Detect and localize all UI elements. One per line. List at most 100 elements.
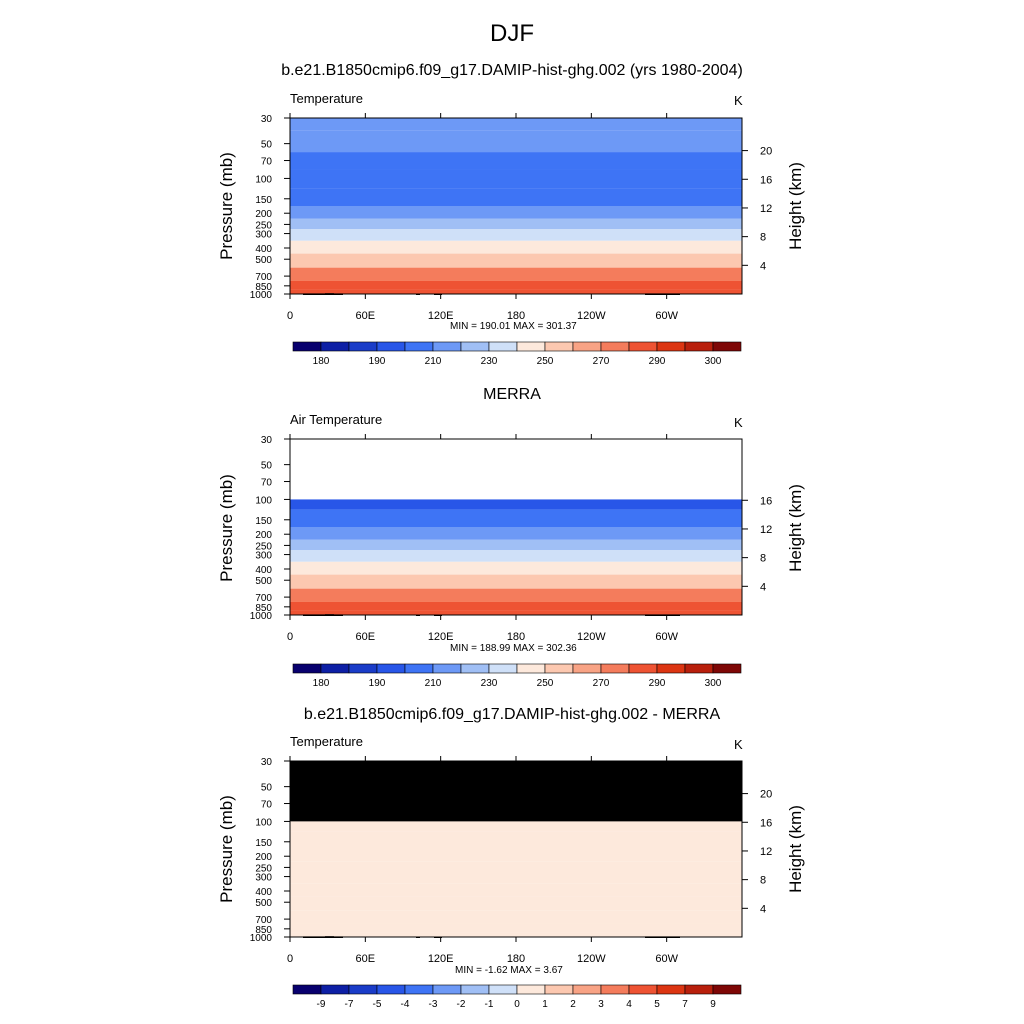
colorbar-label: 210: [425, 678, 442, 689]
colorbar-swatch: [600, 984, 630, 995]
colorbar-swatch: [348, 341, 378, 352]
heatmap-band: [290, 188, 742, 206]
colorbar-swatch: [348, 663, 378, 674]
y-tick-label: 70: [261, 157, 273, 168]
x-tick-label: 60E: [356, 310, 376, 322]
y2-tick-label: 16: [760, 174, 772, 186]
y-tick-label: 400: [255, 244, 272, 255]
y2-tick-label: 12: [760, 846, 772, 858]
colorbar-swatch: [320, 984, 350, 995]
colorbar-label: 1: [542, 999, 548, 1010]
y-tick-label: 50: [261, 140, 273, 151]
figure-title: DJF: [490, 20, 534, 47]
colorbar-swatch: [712, 341, 742, 352]
panel-1-variable-label: Temperature: [290, 91, 363, 106]
colorbar-label: 290: [649, 678, 666, 689]
panel-2-title: MERRA: [483, 386, 541, 403]
panel-2-min-max: MIN = 188.99 MAX = 302.36: [450, 643, 577, 654]
y-tick-label: 150: [255, 838, 272, 849]
heatmap-band: [290, 527, 742, 540]
y-tick-label: 250: [255, 863, 272, 874]
colorbar-label: 190: [369, 356, 386, 367]
y-tick-label: 250: [255, 541, 272, 552]
panel-1-min-max: MIN = 190.01 MAX = 301.37: [450, 321, 577, 332]
y-tick-label: 30: [261, 435, 273, 446]
y2-tick-label: 20: [760, 146, 772, 158]
colorbar-label: 5: [654, 999, 660, 1010]
colorbar-label: -7: [345, 999, 354, 1010]
colorbar-swatch: [572, 341, 602, 352]
heatmap-band: [290, 228, 742, 241]
colorbar-label: 250: [537, 678, 554, 689]
y-tick-label: 200: [255, 209, 272, 220]
heatmap-band: [290, 923, 742, 933]
y2-tick-label: 8: [760, 553, 766, 565]
colorbar-swatch: [684, 341, 714, 352]
heatmap-band: [290, 152, 742, 170]
colorbar-label: 180: [313, 356, 330, 367]
y2-tick-label: 4: [760, 260, 766, 272]
y-tick-label: 1000: [250, 290, 273, 301]
panel-3-unit-label: K: [734, 737, 743, 752]
y-tick-label: 850: [255, 925, 272, 936]
colorbar-swatch: [684, 984, 714, 995]
y-tick-label: 100: [255, 174, 272, 185]
panel-3-title: b.e21.B1850cmip6.f09_g17.DAMIP-hist-ghg.…: [303, 706, 721, 723]
colorbar-swatch: [320, 341, 350, 352]
colorbar-swatch: [572, 984, 602, 995]
colorbar-label: 190: [369, 678, 386, 689]
y-tick-label: 500: [255, 898, 272, 909]
y-tick-label: 50: [261, 461, 273, 472]
heatmap-band: [290, 509, 742, 527]
colorbar-label: 300: [705, 356, 722, 367]
colorbar-swatch: [544, 663, 574, 674]
colorbar-swatch: [460, 984, 490, 995]
colorbar-swatch: [432, 984, 462, 995]
heatmap-band: [290, 169, 742, 189]
colorbar-label: 210: [425, 356, 442, 367]
heatmap-band: [290, 574, 742, 589]
heatmap-band: [290, 610, 742, 615]
x-tick-label: 60E: [356, 953, 376, 965]
panel-2-unit-label: K: [734, 415, 743, 430]
colorbar-swatch: [292, 663, 322, 674]
y-tick-label: 300: [255, 230, 272, 241]
panel-3-missing-region: [290, 761, 742, 822]
panel-1-title: b.e21.B1850cmip6.f09_g17.DAMIP-hist-ghg.…: [281, 62, 743, 79]
y-tick-label: 400: [255, 887, 272, 898]
heatmap-band: [290, 871, 742, 884]
y-tick-label: 70: [261, 800, 273, 811]
heatmap-band: [290, 280, 742, 290]
colorbar-swatch: [712, 663, 742, 674]
heatmap-band: [290, 539, 742, 550]
colorbar-swatch: [656, 341, 686, 352]
y-tick-label: 150: [255, 516, 272, 527]
y2-tick-label: 4: [760, 581, 766, 593]
x-tick-label: 0: [287, 310, 293, 322]
colorbar-swatch: [712, 984, 742, 995]
heatmap-band: [290, 549, 742, 562]
colorbar-label: 9: [710, 999, 716, 1010]
panel-1-unit-label: K: [734, 93, 743, 108]
colorbar-swatch: [432, 341, 462, 352]
colorbar-label: 270: [593, 356, 610, 367]
colorbar-label: 250: [537, 356, 554, 367]
colorbar-label: -1: [485, 999, 494, 1010]
heatmap-band: [290, 253, 742, 268]
y-tick-label: 300: [255, 873, 272, 884]
heatmap-band: [290, 861, 742, 872]
colorbar-label: 290: [649, 356, 666, 367]
y2-tick-label: 16: [760, 495, 772, 507]
x-tick-label: 180: [507, 953, 525, 965]
x-tick-label: 180: [507, 310, 525, 322]
heatmap-band: [290, 240, 742, 254]
colorbar-label: 2: [570, 999, 576, 1010]
colorbar-swatch: [460, 663, 490, 674]
colorbar-swatch: [516, 341, 546, 352]
y2-tick-label: 8: [760, 232, 766, 244]
x-tick-label: 120W: [577, 310, 606, 322]
x-tick-label: 120E: [428, 631, 454, 643]
heatmap-band: [290, 831, 742, 849]
